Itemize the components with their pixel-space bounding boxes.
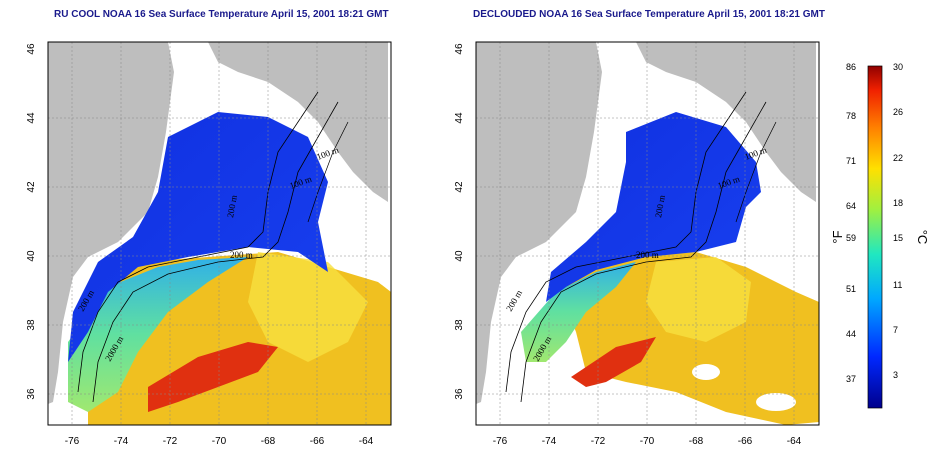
cb-c-15: 15 [893, 233, 903, 243]
colorbar-gradient [867, 65, 883, 409]
right-lon-70: -70 [640, 436, 655, 447]
right-lon-76: -76 [493, 436, 508, 447]
right-shelf-water [546, 112, 761, 302]
colorbar-fahrenheit-labels: 86 78 71 64 59 51 44 37 [846, 62, 856, 384]
cb-f-59: 59 [846, 233, 856, 243]
left-lat-46: 46 [26, 43, 37, 55]
right-slope-water [521, 262, 636, 362]
cb-f-44: 44 [846, 329, 856, 339]
right-lon-66: -66 [738, 436, 753, 447]
cb-c-26: 26 [893, 107, 903, 117]
colorbar-celsius-unit: °C [915, 230, 930, 245]
left-lon-74: -74 [114, 436, 129, 447]
left-lat-38: 38 [26, 319, 37, 331]
right-lat-38: 38 [454, 319, 465, 331]
cb-f-86: 86 [846, 62, 856, 72]
cb-c-22: 22 [893, 153, 903, 163]
cb-c-7: 7 [893, 325, 898, 335]
left-lon-70: -70 [212, 436, 227, 447]
colorbar: 86 78 71 64 59 51 44 37 30 26 22 18 15 1… [830, 62, 930, 409]
left-red-eddy [148, 342, 278, 412]
cb-c-3: 3 [893, 370, 898, 380]
right-lon-axis: -76 -74 -72 -70 -68 -66 -64 [493, 436, 802, 447]
left-slope-water [68, 257, 248, 412]
left-lat-42: 42 [26, 181, 37, 193]
cb-f-64: 64 [846, 201, 856, 211]
right-lat-46: 46 [454, 43, 465, 55]
cb-f-37: 37 [846, 374, 856, 384]
colorbar-celsius-labels: 30 26 22 18 15 11 7 3 [893, 62, 903, 380]
right-contour-label-200a: 200 m [653, 194, 667, 218]
left-lon-66: -66 [310, 436, 325, 447]
right-lat-axis: 36 38 40 42 44 46 [454, 43, 465, 400]
colorbar-fahrenheit-unit: °F [830, 230, 845, 243]
left-lat-axis: 36 38 40 42 44 46 [26, 43, 37, 400]
right-lat-42: 42 [454, 181, 465, 193]
right-lat-36: 36 [454, 388, 465, 400]
left-shelf-water [68, 112, 328, 362]
right-lon-72: -72 [591, 436, 606, 447]
left-panel-title: RU COOL NOAA 16 Sea Surface Temperature … [54, 9, 389, 20]
cb-f-51: 51 [846, 284, 856, 294]
right-red-eddy [571, 337, 656, 387]
cb-f-71: 71 [846, 156, 856, 166]
right-lat-40: 40 [454, 250, 465, 262]
left-lat-44: 44 [26, 112, 37, 124]
left-map-panel: 100 m 100 m 200 m 200 m 2000 m 200 m [47, 41, 392, 426]
right-lon-74: -74 [542, 436, 557, 447]
cb-c-11: 11 [893, 280, 902, 290]
left-contour-label-200b: 200 m [230, 250, 253, 260]
left-lon-68: -68 [261, 436, 276, 447]
right-lon-68: -68 [689, 436, 704, 447]
right-contour-label-200b: 200 m [636, 250, 659, 260]
right-map-panel: 100 m 100 m 200 m 200 m 2000 m 200 m [475, 41, 820, 426]
right-lat-44: 44 [454, 112, 465, 124]
left-lon-72: -72 [163, 436, 178, 447]
right-lon-64: -64 [787, 436, 802, 447]
left-lat-36: 36 [26, 388, 37, 400]
left-lon-76: -76 [65, 436, 80, 447]
cb-f-78: 78 [846, 111, 856, 121]
right-warm-water [556, 252, 819, 425]
right-panel-title: DECLOUDED NOAA 16 Sea Surface Temperatur… [473, 9, 825, 20]
left-lon-axis: -76 -74 -72 -70 -68 -66 -64 [65, 436, 374, 447]
left-lon-64: -64 [359, 436, 374, 447]
left-contour-label-200a: 200 m [225, 194, 239, 218]
left-lat-40: 40 [26, 250, 37, 262]
cb-c-18: 18 [893, 198, 903, 208]
cb-c-30: 30 [893, 62, 903, 72]
